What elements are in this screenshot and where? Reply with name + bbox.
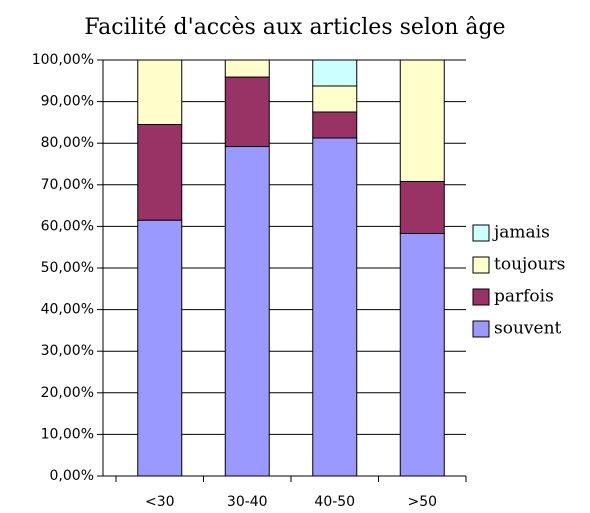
y-tick-label: 10,00% [41,426,94,442]
y-tick-label: 30,00% [41,343,94,359]
y-tick-label: 50,00% [41,260,94,276]
bar-segment [224,146,270,477]
legend-label: toujours [494,255,565,275]
y-tick-label: 20,00% [41,385,94,401]
chart-title: Facilité d'accès aux articles selon âge [84,15,505,40]
bar-segment [224,76,270,148]
y-tick-label: 80,00% [41,135,94,151]
bar-segment [312,85,358,113]
legend-label: parfois [494,287,554,307]
y-tick-label: 70,00% [41,177,94,193]
bar-segment [312,137,358,477]
legend-label: jamais [492,223,550,243]
bar-segment [312,111,358,139]
legend-swatch [472,320,490,338]
legend-swatch [472,256,490,274]
bar-segment [224,59,270,78]
y-tick-label: 0,00% [50,468,94,484]
y-tick-label: 40,00% [41,302,94,318]
legend-swatch [472,288,490,306]
y-tick-label: 90,00% [41,94,94,110]
x-tick-label: <30 [145,494,175,510]
bar-segment [137,123,183,221]
bar-segment [312,59,358,87]
y-tick-label: 100,00% [32,52,94,68]
legend-swatch [472,224,490,242]
bar-segment [137,59,183,125]
bar-segment [399,59,445,182]
legend-label: souvent [494,319,562,339]
bar-segment [399,180,445,234]
x-tick-label: 40-50 [314,494,355,510]
x-tick-label: >50 [407,494,437,510]
bar-segment [399,232,445,477]
y-tick-label: 60,00% [41,218,94,234]
x-tick-label: 30-40 [227,494,268,510]
bar-segment [137,219,183,477]
